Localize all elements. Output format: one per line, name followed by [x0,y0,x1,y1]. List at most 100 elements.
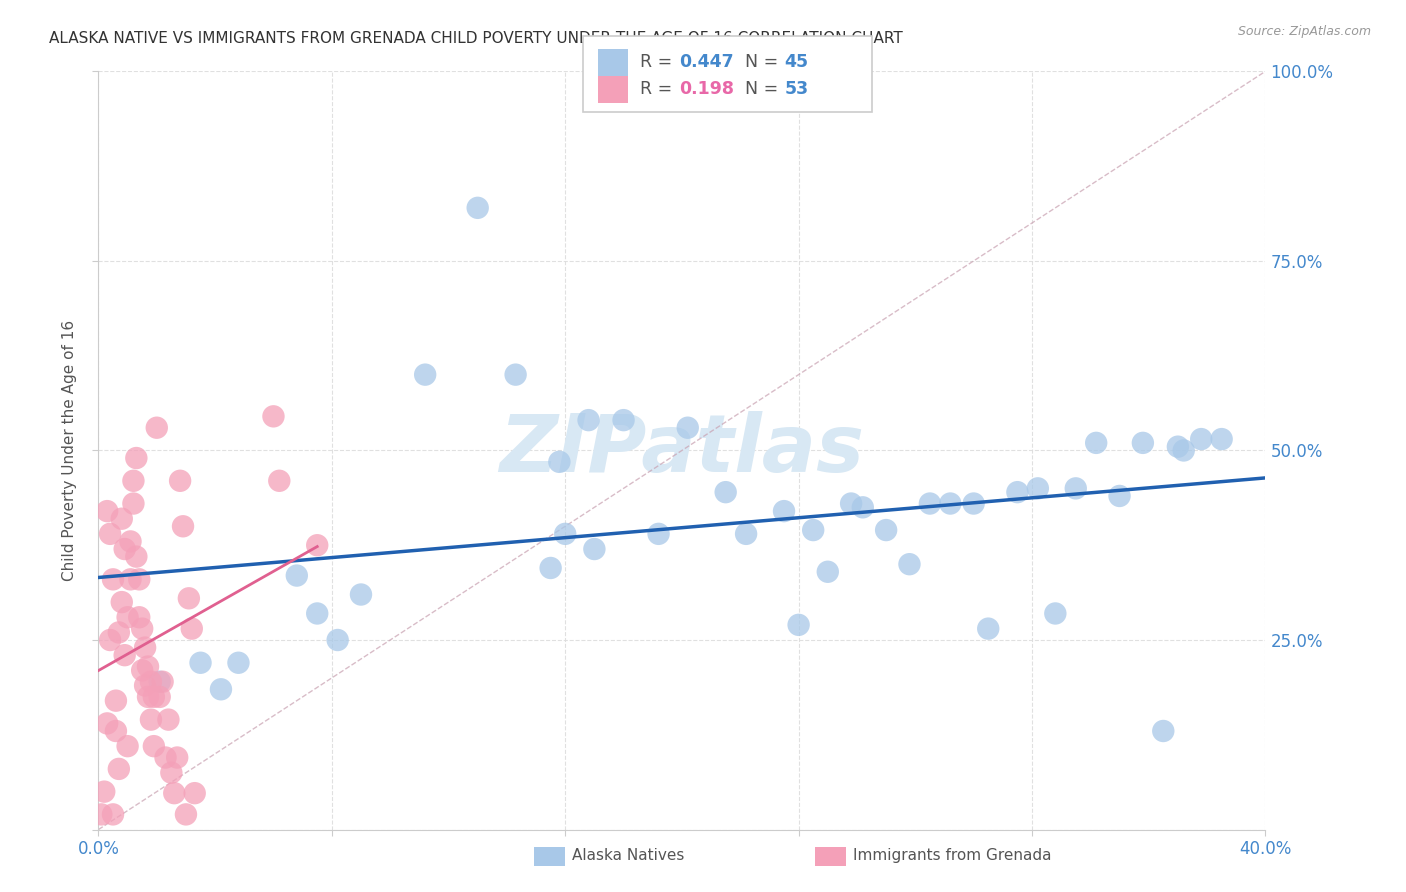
Point [93,785,115,799]
Text: R =: R = [640,54,678,71]
Point [160,765,183,780]
Point [1064,482,1087,496]
Point [111,512,134,526]
Point [149,674,172,689]
Point [134,678,156,692]
Text: 0.198: 0.198 [679,80,734,98]
Point [735,526,758,541]
Point [1026,482,1049,496]
Point [101,573,124,587]
Point [108,625,131,640]
Point [174,807,197,822]
Point [801,523,824,537]
Point [918,496,941,510]
Point [977,622,1000,636]
Point [131,664,153,678]
Point [157,713,180,727]
Point [120,534,142,549]
Point [852,500,875,515]
Point [262,409,284,424]
Point [505,368,527,382]
Point [875,523,897,537]
Point [554,526,576,541]
Point [98,633,121,648]
Point [125,451,148,466]
Point [117,610,139,624]
Point [136,690,159,704]
Point [122,496,145,510]
Point [163,786,186,800]
Point [149,690,172,704]
Point [108,762,131,776]
Text: N =: N = [745,54,785,71]
Point [962,496,984,510]
Text: Source: ZipAtlas.com: Source: ZipAtlas.com [1237,25,1371,38]
Point [228,656,250,670]
Point [1189,432,1212,446]
Point [583,542,606,557]
Text: 0.447: 0.447 [679,54,734,71]
Point [101,807,124,822]
Point [1085,436,1108,450]
Point [125,549,148,564]
Point [142,690,165,704]
Point [96,716,118,731]
Point [1211,432,1233,446]
Point [773,504,796,518]
Point [169,474,191,488]
Point [209,682,232,697]
Point [285,568,308,582]
Text: 45: 45 [785,54,808,71]
Point [98,526,121,541]
Point [817,565,839,579]
Text: N =: N = [745,80,785,98]
Point [117,739,139,753]
Point [134,640,156,655]
Point [1152,724,1174,739]
Point [787,617,810,632]
Point [96,504,118,518]
Point [183,786,205,800]
Point [839,496,862,510]
Point [131,622,153,636]
Point [647,526,669,541]
Point [152,674,174,689]
Point [166,750,188,764]
Point [128,573,150,587]
Point [307,607,329,621]
Text: ALASKA NATIVE VS IMMIGRANTS FROM GRENADA CHILD POVERTY UNDER THE AGE OF 16 CORRE: ALASKA NATIVE VS IMMIGRANTS FROM GRENADA… [49,31,903,46]
Text: R =: R = [640,80,678,98]
Text: Immigrants from Grenada: Immigrants from Grenada [853,848,1052,863]
Point [612,413,634,427]
Point [269,474,291,488]
Point [676,421,699,435]
Point [104,724,127,739]
Text: 53: 53 [785,80,808,98]
Point [1167,440,1189,454]
Point [350,588,373,602]
Point [1173,443,1195,458]
Point [1007,485,1029,500]
Text: ZIPatlas: ZIPatlas [499,411,865,490]
Point [548,455,571,469]
Point [467,201,489,215]
Point [1045,607,1067,621]
Point [142,739,165,753]
Point [540,561,562,575]
Point [104,694,127,708]
Point [326,633,349,648]
Y-axis label: Child Poverty Under the Age of 16: Child Poverty Under the Age of 16 [62,320,77,581]
Text: Alaska Natives: Alaska Natives [572,848,685,863]
Point [155,750,177,764]
Point [114,542,136,557]
Point [180,622,202,636]
Point [578,413,600,427]
Point [111,595,134,609]
Point [172,519,194,533]
Point [146,421,169,435]
Point [114,648,136,662]
Point [139,674,162,689]
Point [1132,436,1154,450]
Point [714,485,737,500]
Point [307,538,329,552]
